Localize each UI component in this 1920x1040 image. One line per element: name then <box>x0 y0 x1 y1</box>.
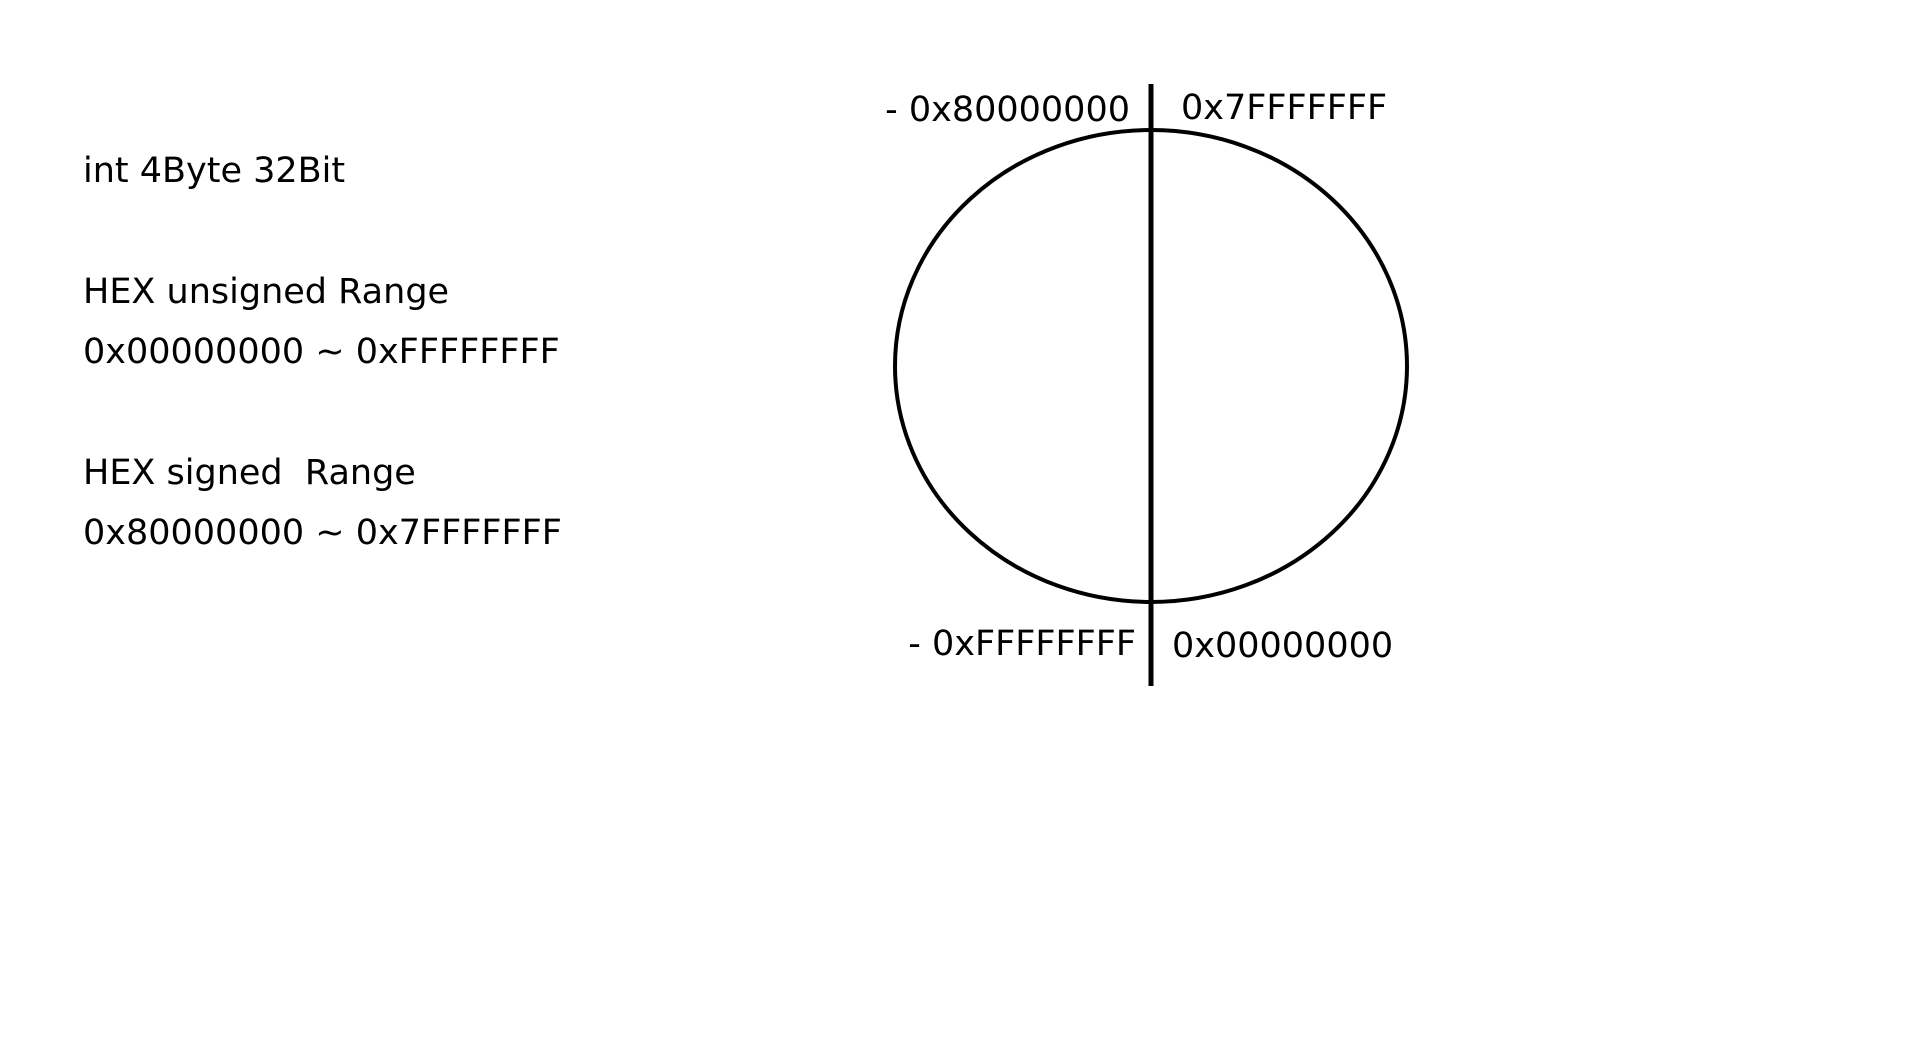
label-bottom-right: 0x00000000 <box>1172 626 1393 666</box>
label-top-left: - 0x80000000 <box>885 90 1130 130</box>
signed-range-heading: HEX signed Range <box>83 453 416 493</box>
label-top-right: 0x7FFFFFFF <box>1181 88 1387 128</box>
int-size-text: int 4Byte 32Bit <box>83 151 346 191</box>
unsigned-range-value: 0x00000000 ~ 0xFFFFFFFF <box>83 332 560 372</box>
unsigned-range-heading: HEX unsigned Range <box>83 272 450 312</box>
label-bottom-left: - 0xFFFFFFFF <box>908 624 1136 664</box>
signed-range-value: 0x80000000 ~ 0x7FFFFFFF <box>83 513 562 553</box>
